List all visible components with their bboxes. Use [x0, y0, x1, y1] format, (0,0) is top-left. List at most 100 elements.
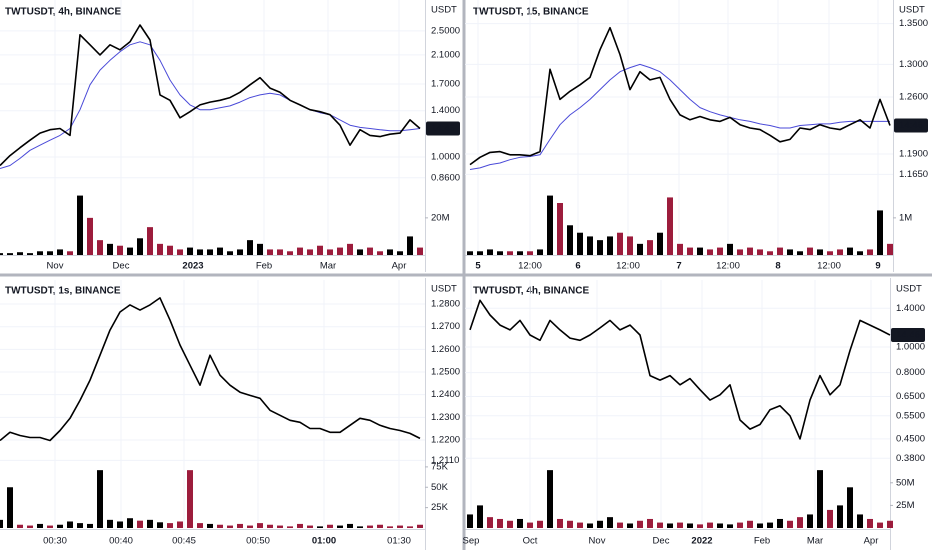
volume-bar — [0, 253, 3, 255]
volume-bar — [407, 236, 413, 255]
volume-bar — [187, 247, 193, 255]
y-tick-label: 1.2600 — [431, 344, 460, 355]
chart-title: TWTUSDT, 4h, BINANCE — [473, 286, 589, 297]
volume-bar — [297, 523, 303, 528]
volume-bar — [497, 518, 503, 528]
price-line — [0, 297, 421, 442]
volume-bar — [887, 520, 893, 528]
axis-unit-label: USDT — [896, 284, 922, 295]
x-tick-label: Dec — [653, 536, 670, 547]
volume-bar — [317, 526, 323, 528]
volume-bar — [37, 523, 43, 528]
volume-tick-label: 50K — [431, 482, 449, 493]
volume-bar — [657, 232, 663, 255]
volume-bar — [507, 251, 513, 255]
chart-title: TWTUSDT, 15, BINANCE — [473, 7, 589, 18]
volume-bar — [767, 522, 773, 528]
volume-bar — [587, 236, 593, 255]
y-tick-label: 1.0000 — [896, 342, 925, 353]
volume-bar — [267, 524, 273, 528]
volume-bar — [577, 232, 583, 255]
chart-title: TWTUSDT, 4h, BINANCE — [5, 7, 121, 18]
volume-bar — [67, 251, 73, 255]
x-tick-label: Dec — [113, 261, 130, 272]
volume-bar — [697, 247, 703, 255]
volume-bar — [17, 252, 23, 255]
x-tick-label: Oct — [523, 536, 538, 547]
volume-bar — [567, 520, 573, 528]
volume-bar — [137, 238, 143, 255]
volume-bar — [667, 523, 673, 528]
volume-bar — [737, 249, 743, 255]
volume-bar — [247, 240, 253, 255]
y-tick-label: 1.3500 — [899, 18, 928, 29]
last-price-box — [426, 121, 460, 136]
volume-bar — [127, 518, 133, 528]
volume-bar — [687, 523, 693, 528]
volume-bar — [327, 249, 333, 255]
volume-bar — [307, 525, 313, 528]
volume-tick-label: 25M — [896, 500, 915, 511]
x-tick-label: 01:30 — [387, 536, 411, 547]
volume-tick-label: 50M — [896, 477, 915, 488]
volume-bar — [697, 524, 703, 528]
volume-bar — [587, 523, 593, 528]
y-tick-label: 0.8000 — [896, 367, 925, 378]
volume-bar — [57, 249, 63, 255]
volume-bar — [777, 518, 783, 528]
volume-bar — [777, 247, 783, 255]
volume-bar — [0, 519, 3, 528]
volume-bar — [557, 203, 563, 255]
volume-bar — [417, 247, 423, 255]
x-tick-label: 8 — [775, 261, 780, 272]
volume-bar — [107, 519, 113, 528]
volume-bar — [757, 523, 763, 528]
volume-bar — [197, 249, 203, 255]
price-line — [469, 26, 891, 166]
volume-bar — [477, 251, 483, 255]
volume-bar — [17, 524, 23, 528]
volume-bar — [547, 195, 553, 255]
x-tick-label: 12:00 — [616, 261, 640, 272]
y-tick-label: 1.2800 — [431, 299, 460, 310]
volume-bar — [227, 251, 233, 255]
volume-bar — [547, 470, 553, 528]
y-tick-label: 1.4000 — [431, 105, 460, 116]
x-tick-label: 00:45 — [172, 536, 196, 547]
x-tick-label: Apr — [864, 536, 879, 547]
volume-bar — [827, 251, 833, 255]
volume-bar — [87, 523, 93, 528]
volume-bar — [827, 509, 833, 528]
volume-bar — [127, 247, 133, 255]
axis-unit-label: USDT — [431, 284, 457, 295]
x-tick-label: 9 — [875, 261, 880, 272]
volume-bar — [627, 236, 633, 255]
volume-bar — [677, 522, 683, 528]
volume-bar — [647, 240, 653, 255]
x-tick-label: 01:00 — [312, 536, 336, 547]
volume-bar — [257, 523, 263, 528]
volume-bar — [577, 522, 583, 528]
last-price-label: 14:46 — [431, 123, 455, 134]
volume-bar — [597, 520, 603, 528]
volume-bar — [47, 251, 53, 255]
x-tick-label: 00:50 — [246, 536, 270, 547]
volume-bar — [177, 521, 183, 528]
axis-unit-label: USDT — [899, 5, 925, 16]
volume-bar — [137, 520, 143, 528]
y-tick-label: 1.2110 — [431, 455, 459, 466]
volume-bar — [327, 524, 333, 528]
volume-bar — [7, 487, 13, 528]
volume-bar — [537, 249, 543, 255]
volume-bar — [467, 514, 473, 528]
volume-bar — [817, 470, 823, 528]
volume-bar — [217, 524, 223, 528]
volume-bar — [867, 518, 873, 528]
x-tick-label: 00:30 — [43, 536, 67, 547]
volume-bar — [167, 523, 173, 528]
volume-bar — [607, 236, 613, 255]
volume-bar — [67, 521, 73, 528]
volume-bar — [687, 247, 693, 255]
volume-bar — [507, 520, 513, 528]
volume-bar — [237, 249, 243, 255]
